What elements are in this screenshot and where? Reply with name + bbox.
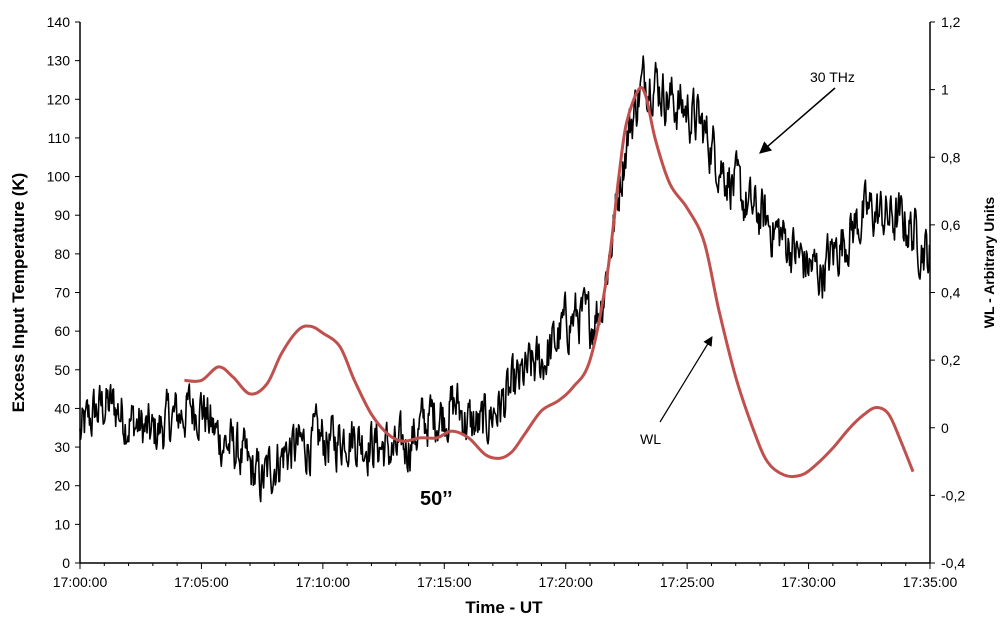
x-tick-label: 17:00:00	[53, 574, 108, 590]
annotation-layer: 30 THz WL 50’’	[420, 69, 855, 510]
y-left-tick-label: 30	[54, 439, 70, 455]
series-layer	[79, 55, 931, 503]
x-tick-label: 17:15:00	[417, 574, 472, 590]
y-left-tick-label: 70	[54, 285, 70, 301]
y-left-tick-label: 50	[54, 362, 70, 378]
x-tick-label: 17:35:00	[903, 574, 958, 590]
y-right-tick-label: -0,4	[941, 555, 965, 571]
annotation-30thz-arrow	[759, 87, 836, 154]
y-left-tick-label: 0	[62, 555, 70, 571]
x-tick-label: 17:05:00	[174, 574, 229, 590]
annotation-50-arcsec: 50’’	[420, 488, 453, 510]
x-tick-label: 17:30:00	[781, 574, 836, 590]
axes-layer: 17:00:00 17:05:00 17:10:00 17:15:00 17:20:00…	[9, 14, 997, 617]
y-right-tick-label: 0	[941, 420, 949, 436]
series-line-wl	[184, 86, 915, 479]
y-left-tick-label: 90	[54, 207, 70, 223]
y-left-tick-label: 110	[48, 130, 71, 146]
y-right-tick-label: 0,2	[941, 352, 961, 368]
series-line-30-thz	[79, 55, 931, 503]
y-right-tick-label: 0,4	[941, 285, 961, 301]
y-axis-right-title: WL - Arbitrary Units	[981, 197, 997, 329]
y-left-tick-label: 80	[54, 246, 70, 262]
y-right-tick-label: 1,2	[941, 14, 961, 30]
y-right-tick-label: 1	[941, 82, 949, 98]
y-left-tick-label: 20	[54, 478, 70, 494]
annotation-30thz-label: 30 THz	[810, 69, 855, 85]
x-tick-label: 17:25:00	[660, 574, 715, 590]
y-left-tick-label: 100	[47, 169, 71, 185]
y-right-tick-label: 0,6	[941, 217, 961, 233]
y-right-tick-label: -0,2	[941, 487, 965, 503]
x-tick-label: 17:20:00	[538, 574, 593, 590]
y-axis-left-title: Excess Input Temperature (K)	[9, 173, 28, 413]
y-left-tick-label: 130	[47, 53, 71, 69]
annotation-wl-arrow	[659, 336, 713, 423]
annotation-wl-label: WL	[640, 431, 661, 447]
y-left-tick-label: 10	[54, 516, 70, 532]
y-left-tick-label: 140	[47, 14, 71, 30]
y-left-tick-label: 40	[54, 400, 70, 416]
x-tick-label: 17:10:00	[296, 574, 351, 590]
y-left-tick-label: 120	[47, 91, 71, 107]
y-left-tick-label: 60	[54, 323, 70, 339]
x-axis-title: Time - UT	[465, 598, 543, 617]
y-right-tick-label: 0,8	[941, 149, 961, 165]
